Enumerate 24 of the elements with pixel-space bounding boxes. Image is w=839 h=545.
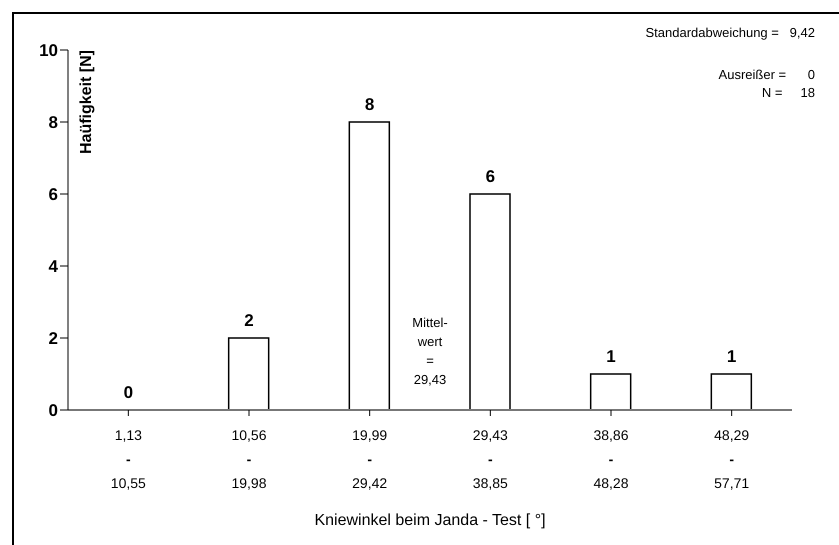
data-label: 8 xyxy=(364,95,374,114)
x-axis-title: Kniewinkel beim Janda - Test [ °] xyxy=(313,512,547,530)
x-tick-label: 10,56 - 19,98 xyxy=(231,427,267,491)
annotation: N = 18 xyxy=(762,85,815,100)
x-tick-label: 1,13 - 10,55 xyxy=(110,427,146,491)
y-tick-label: 2 xyxy=(48,329,58,348)
data-label: 1 xyxy=(726,347,736,366)
y-tick-label: 6 xyxy=(48,185,58,204)
data-label: 2 xyxy=(244,311,254,330)
x-tick-label: 19,99 - 29,42 xyxy=(352,427,388,491)
data-label: 6 xyxy=(486,167,496,186)
y-axis-title: Haüfigkeit [N] xyxy=(78,50,96,154)
x-tick-label: 38,86 - 48,28 xyxy=(593,427,629,491)
x-tick-label: 29,43 - 38,85 xyxy=(472,427,508,491)
text: Standardabweichung = 9,42 xyxy=(646,25,815,40)
y-tick-label: 0 xyxy=(48,401,58,420)
annotation: Mittel- wert = 29,43 xyxy=(411,314,449,389)
data-label: 0 xyxy=(124,383,134,402)
data-label: 1 xyxy=(606,347,616,366)
annotation: Ausreißer = 0 xyxy=(718,67,815,82)
y-tick-label: 4 xyxy=(48,257,59,276)
x-tick-label: 48,29 - 57,71 xyxy=(714,427,750,491)
y-tick-label: 10 xyxy=(39,41,58,60)
y-tick-label: 8 xyxy=(48,113,58,132)
